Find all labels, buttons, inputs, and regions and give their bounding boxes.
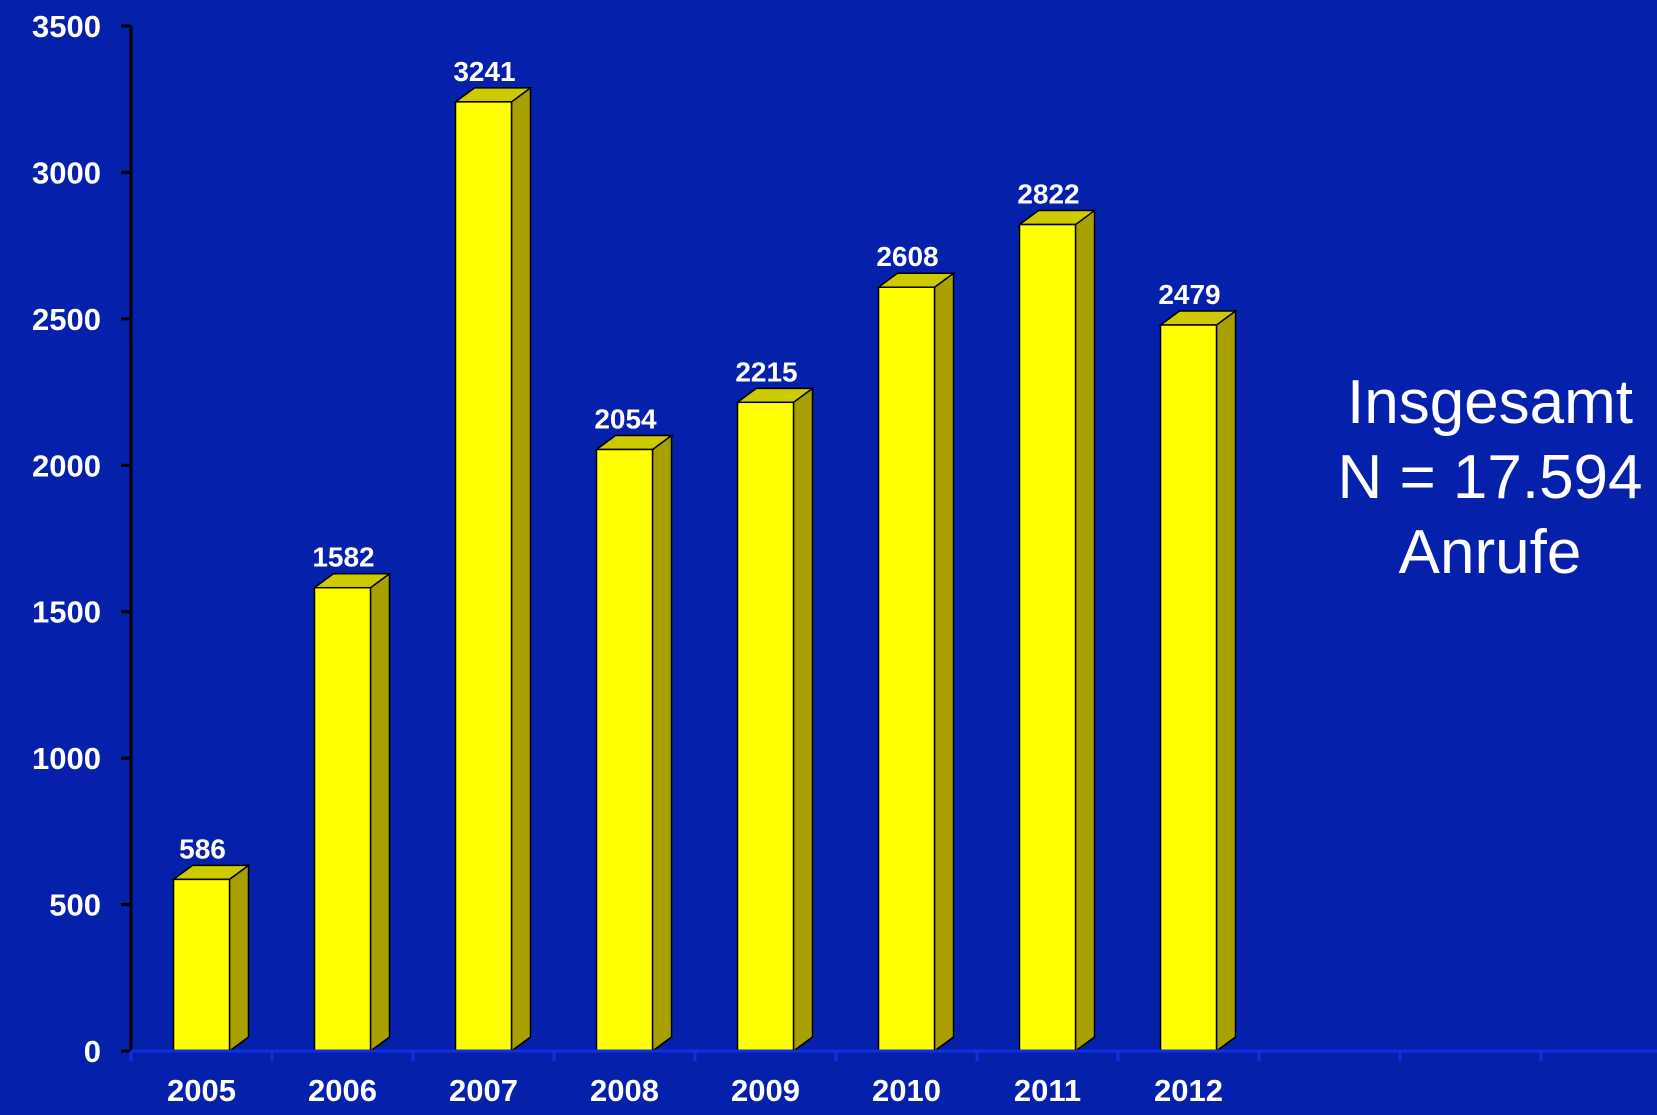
x-tick-label: 2008 [590, 1073, 659, 1108]
data-label: 2479 [1158, 279, 1220, 310]
bar-side [1215, 309, 1237, 1053]
x-tick-label: 2012 [1154, 1073, 1223, 1108]
annotation-line-2: N = 17.594 [1337, 443, 1643, 512]
data-label: 2822 [1017, 179, 1079, 210]
bar-side [792, 386, 814, 1053]
x-tick-label: 2011 [1014, 1073, 1081, 1108]
annotation-line-1: Insgesamt [1346, 368, 1634, 437]
y-tick-label: 1000 [32, 741, 101, 776]
data-label: 586 [179, 833, 226, 864]
total-annotation: Insgesamt N = 17.594 Anrufe [1320, 365, 1657, 590]
y-tick-label: 3000 [32, 155, 101, 190]
bar-side [1074, 209, 1096, 1053]
x-tick-label: 2006 [308, 1073, 377, 1108]
data-label: 2054 [594, 403, 657, 434]
annotation-line-3: Anrufe [1398, 518, 1582, 587]
bar [1159, 324, 1218, 1052]
bar-side [651, 433, 673, 1053]
y-tick-label: 3500 [32, 9, 101, 44]
bar [172, 878, 231, 1052]
y-tick-label: 2000 [32, 448, 101, 483]
y-tick-label: 1500 [32, 595, 101, 630]
y-tick-label: 500 [49, 888, 101, 923]
bar-side [933, 271, 955, 1053]
x-tick-label: 2010 [872, 1073, 941, 1108]
bar [313, 586, 372, 1052]
bar [454, 101, 513, 1052]
data-label: 1582 [312, 542, 374, 573]
x-tick-label: 2009 [731, 1073, 800, 1108]
bar [595, 448, 654, 1052]
data-label: 3241 [453, 56, 515, 87]
bar-side [369, 572, 391, 1053]
x-tick-label: 2007 [449, 1073, 518, 1108]
x-tick-label: 2005 [167, 1073, 236, 1108]
y-tick-label: 2500 [32, 302, 101, 337]
bar-side [228, 863, 250, 1053]
bar [1018, 223, 1077, 1052]
y-tick-label: 0 [84, 1034, 101, 1069]
bar [736, 401, 795, 1052]
data-label: 2215 [735, 356, 797, 387]
bar-side [510, 86, 532, 1053]
bar [877, 286, 936, 1052]
data-label: 2608 [876, 241, 938, 272]
